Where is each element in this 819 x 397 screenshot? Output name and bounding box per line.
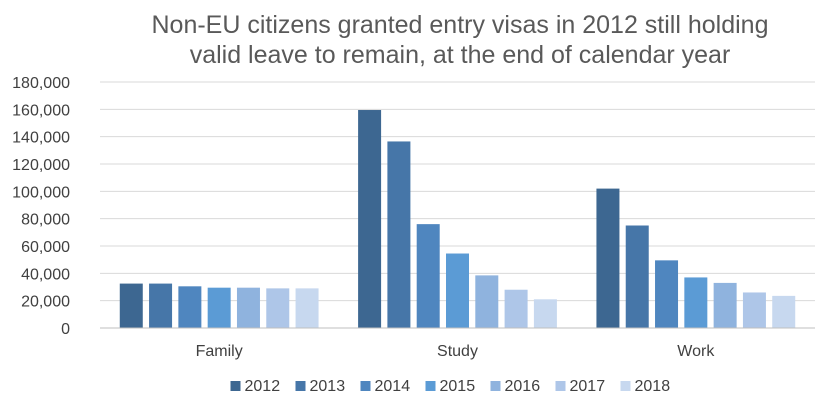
bar-family-2015 bbox=[207, 287, 231, 328]
legend-label-2015: 2015 bbox=[440, 378, 476, 395]
legend-swatch-2012 bbox=[230, 381, 241, 391]
y-tick-label: 60,000 bbox=[21, 239, 70, 256]
legend-swatch-2013 bbox=[295, 381, 306, 391]
chart-title-line-2: valid leave to remain, at the end of cal… bbox=[190, 41, 731, 69]
y-tick-label: 0 bbox=[61, 321, 70, 338]
y-tick-label: 140,000 bbox=[12, 130, 70, 147]
y-tick-label: 40,000 bbox=[21, 266, 70, 283]
bar-study-2013 bbox=[387, 141, 411, 328]
legend-label-2014: 2014 bbox=[375, 378, 411, 395]
bar-study-2018 bbox=[533, 299, 557, 328]
bar-work-2012 bbox=[596, 188, 620, 328]
bar-family-2013 bbox=[149, 283, 173, 328]
bar-work-2013 bbox=[625, 225, 649, 328]
legend-label-2012: 2012 bbox=[245, 378, 281, 395]
y-tick-label: 120,000 bbox=[12, 157, 70, 174]
legend-label-2016: 2016 bbox=[505, 378, 541, 395]
category-label-work: Work bbox=[677, 343, 715, 360]
legend-swatch-2016 bbox=[490, 381, 501, 391]
bar-study-2017 bbox=[504, 289, 528, 328]
y-tick-label: 100,000 bbox=[12, 184, 70, 201]
legend: 2012 2013 2014 2015 2016 2017 2018 bbox=[230, 378, 671, 395]
y-tick-label: 20,000 bbox=[21, 294, 70, 311]
y-tick-label: 80,000 bbox=[21, 212, 70, 229]
bar-work-2016 bbox=[713, 282, 737, 328]
legend-label-2018: 2018 bbox=[635, 378, 671, 395]
legend-swatch-2017 bbox=[555, 381, 566, 391]
bar-family-2017 bbox=[266, 288, 290, 328]
y-tick-label: 180,000 bbox=[12, 75, 70, 92]
category-label-family: Family bbox=[196, 343, 243, 360]
legend-label-2017: 2017 bbox=[570, 378, 606, 395]
bar-study-2015 bbox=[446, 253, 469, 328]
bar-work-2015 bbox=[684, 277, 708, 328]
legend-swatch-2018 bbox=[620, 381, 631, 391]
bar-work-2017 bbox=[742, 292, 766, 328]
legend-label-2013: 2013 bbox=[310, 378, 346, 395]
y-tick-label: 160,000 bbox=[12, 102, 70, 119]
y-axis-tick-labels: 0 20,000 40,000 60,000 80,000 100,000 120,000 1… bbox=[12, 75, 70, 338]
bar-study-2016 bbox=[475, 275, 499, 328]
category-labels: Family Study Work bbox=[196, 343, 716, 360]
chart-title-line-1: Non-EU citizens granted entry visas in 2… bbox=[152, 11, 769, 39]
bar-study-2014 bbox=[416, 224, 440, 328]
gridlines bbox=[100, 81, 815, 302]
category-label-study: Study bbox=[437, 343, 478, 360]
bar-family-2014 bbox=[178, 286, 202, 328]
bar-study-2012 bbox=[358, 110, 382, 329]
legend-swatch-2015 bbox=[425, 381, 436, 391]
bar-work-2018 bbox=[772, 295, 796, 328]
bars bbox=[119, 110, 796, 329]
bar-work-2014 bbox=[655, 260, 679, 328]
bar-family-2016 bbox=[236, 287, 260, 328]
bar-family-2018 bbox=[295, 288, 319, 328]
bar-family-2012 bbox=[119, 283, 143, 328]
legend-swatch-2014 bbox=[360, 381, 371, 391]
